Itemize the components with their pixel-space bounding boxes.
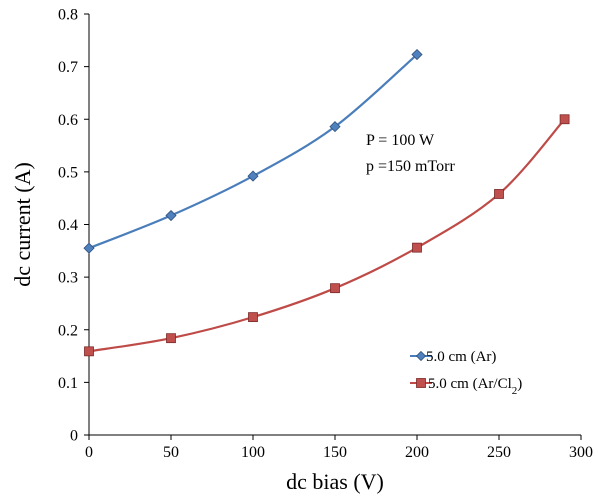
x-tick-label: 100 [241, 444, 265, 461]
data-point [330, 283, 340, 294]
y-tick-label: 0.7 [58, 59, 78, 76]
plot-area: 0 50 100 150 200 250 300 0 0.1 0.2 0.3 0.4 0.5 0.6 0.… [58, 7, 593, 462]
series-group [83, 48, 570, 357]
y-axis-title: dc current (A) [10, 162, 35, 287]
data-point [559, 114, 570, 125]
series-ar-cl2 [84, 114, 570, 357]
x-tick-label: 300 [569, 444, 593, 461]
series-line-ar [88, 53, 418, 250]
y-tick-label: 0.8 [58, 7, 78, 24]
x-tick-label: 50 [163, 444, 179, 461]
x-tick-label: 200 [405, 444, 429, 461]
data-point [166, 333, 176, 344]
x-tick-label: 150 [323, 444, 347, 461]
legend-label-ar-cl2-main: 5.0 cm (Ar/Cl [428, 376, 512, 392]
data-point [165, 209, 177, 222]
legend-label-ar: 5.0 cm (Ar) [426, 349, 496, 365]
y-tick-label: 0.5 [58, 164, 78, 181]
y-tick-label: 0.1 [58, 375, 78, 392]
data-point [494, 189, 504, 199]
data-point [329, 121, 341, 133]
y-tick-label: 0.2 [58, 322, 78, 339]
annotation-pressure: p =150 mTorr [366, 158, 455, 175]
series-ar [83, 48, 423, 254]
x-tick-label: 250 [487, 444, 511, 461]
annotation-power: P = 100 W [366, 132, 435, 149]
data-point [411, 48, 423, 61]
data-point [83, 242, 95, 254]
x-axis-ticks: 0 50 100 150 200 250 300 [85, 435, 593, 461]
data-point [247, 170, 259, 182]
y-axis-ticks: 0 0.1 0.2 0.3 0.4 0.5 0.6 0.7 0.8 [58, 7, 89, 445]
legend-label-ar-main: 5.0 cm (Ar) [426, 349, 496, 365]
y-tick-label: 0.6 [58, 112, 78, 129]
legend-marker-ar [415, 350, 427, 362]
series-line-ar-cl2 [88, 118, 566, 353]
y-tick-label: 0.3 [58, 270, 78, 287]
legend-label-ar-cl2-subscript: 2 [512, 385, 518, 397]
y-tick-label: 0 [70, 428, 78, 445]
x-axis-title: dc bias (V) [286, 469, 384, 494]
data-point [248, 312, 258, 323]
legend-marker-ar-cl2 [416, 378, 426, 388]
data-point [84, 346, 94, 357]
legend-item-ar-cl2: 5.0 cm (Ar/Cl2) [410, 376, 522, 397]
legend: 5.0 cm (Ar) 5.0 cm (Ar/Cl2) [410, 349, 522, 397]
legend-label-ar-cl2-tail: ) [517, 376, 522, 392]
legend-label-ar-cl2: 5.0 cm (Ar/Cl2) [428, 376, 522, 397]
y-tick-label: 0.4 [58, 217, 78, 234]
data-point [412, 242, 422, 253]
legend-item-ar: 5.0 cm (Ar) [410, 349, 496, 365]
x-tick-label: 0 [85, 444, 93, 461]
